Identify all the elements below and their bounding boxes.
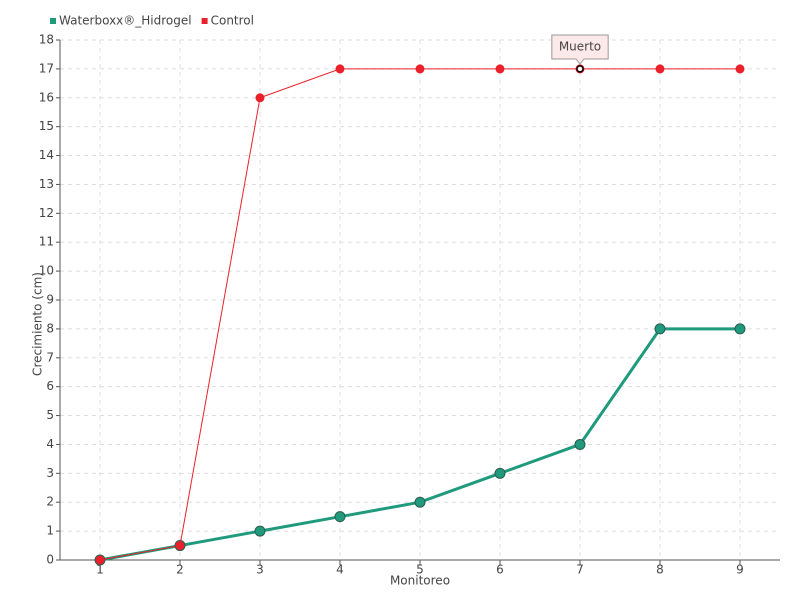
- y-tick-label: 11: [39, 235, 54, 249]
- data-point: [334, 511, 346, 523]
- annotation-marker: [576, 65, 584, 73]
- data-point: [574, 438, 586, 450]
- x-tick-label: 3: [256, 563, 264, 577]
- data-point: [494, 467, 506, 479]
- x-tick-label: 9: [736, 563, 744, 577]
- y-tick-label: 1: [46, 524, 54, 538]
- legend-swatch: [201, 18, 208, 24]
- data-point: [414, 496, 426, 508]
- data-point: [654, 323, 666, 335]
- data-point: [734, 323, 746, 335]
- annotation-box: [551, 34, 609, 65]
- y-tick-label: 17: [39, 61, 54, 75]
- data-point: [95, 555, 105, 565]
- x-tick-label: 5: [416, 563, 424, 577]
- y-tick-label: 9: [46, 293, 54, 307]
- annotation-label: Muerto: [559, 40, 601, 54]
- x-tick-label: 8: [656, 563, 664, 577]
- y-tick-label: 13: [39, 177, 54, 191]
- y-tick-label: 10: [39, 264, 54, 278]
- y-tick-label: 14: [39, 148, 54, 162]
- x-axis-title: Monitoreo: [390, 574, 450, 588]
- y-tick-label: 7: [46, 350, 54, 364]
- data-point: [255, 93, 265, 103]
- x-tick-label: 1: [96, 563, 104, 577]
- x-tick-label: 4: [336, 563, 344, 577]
- legend-label: Waterboxx®_Hidrogel: [59, 14, 192, 28]
- y-tick-label: 15: [39, 119, 54, 133]
- data-point: [254, 525, 266, 537]
- annotation: Muerto: [551, 34, 609, 65]
- y-tick-label: 2: [46, 495, 54, 509]
- x-tick-label: 2: [176, 563, 184, 577]
- data-point: [335, 64, 345, 74]
- y-tick-label: 5: [46, 408, 54, 422]
- data-point: [175, 541, 185, 551]
- data-point: [655, 64, 665, 74]
- y-tick-label: 0: [46, 553, 54, 567]
- data-point: [735, 64, 745, 74]
- y-tick-label: 3: [46, 466, 54, 480]
- x-tick-label: 6: [496, 563, 504, 577]
- y-tick-label: 4: [46, 437, 54, 451]
- y-tick-label: 6: [46, 379, 54, 393]
- data-point: [495, 64, 505, 74]
- y-tick-label: 12: [39, 206, 54, 220]
- data-point: [415, 64, 425, 74]
- x-tick-label: 7: [576, 563, 584, 577]
- y-axis-title: Crecimiento (cm): [31, 272, 45, 376]
- y-tick-label: 16: [39, 90, 54, 104]
- y-tick-label: 18: [39, 33, 54, 47]
- y-tick-label: 8: [46, 321, 54, 335]
- legend-label: Control: [211, 14, 254, 28]
- legend-swatch: [50, 18, 56, 24]
